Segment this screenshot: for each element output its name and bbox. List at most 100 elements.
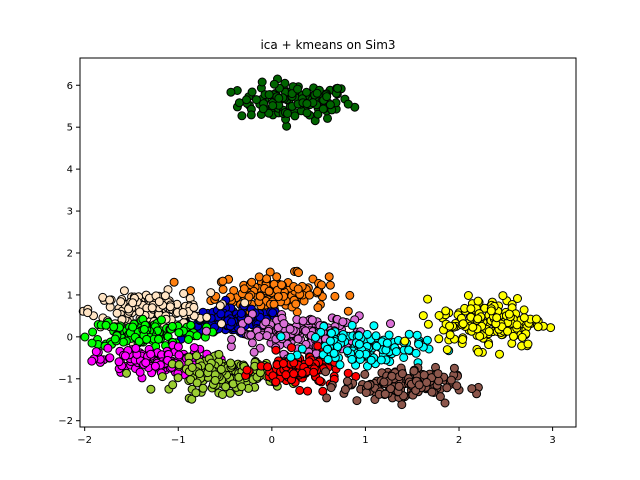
data-point: [323, 355, 333, 364]
data-point: [87, 338, 97, 348]
data-point: [519, 305, 529, 315]
data-point: [278, 359, 288, 368]
data-point: [218, 390, 227, 399]
data-point: [192, 331, 202, 341]
data-point: [195, 369, 204, 379]
data-point: [246, 110, 256, 120]
data-point: [311, 332, 320, 342]
data-point: [513, 294, 522, 303]
data-point: [173, 373, 183, 383]
data-point: [293, 284, 303, 294]
data-point: [135, 367, 145, 377]
data-point: [141, 358, 151, 368]
y-tick-label: 5: [67, 123, 73, 134]
data-point: [187, 363, 197, 372]
data-point: [473, 347, 483, 357]
data-point: [237, 382, 247, 392]
data-point: [347, 320, 357, 330]
data-point: [261, 317, 271, 327]
data-point: [404, 345, 414, 355]
data-point: [446, 375, 456, 385]
data-point: [236, 309, 246, 318]
data-point: [371, 331, 381, 341]
cluster-11: [400, 291, 556, 359]
data-point: [394, 381, 404, 391]
data-point: [442, 383, 452, 393]
data-point: [192, 378, 202, 388]
data-point: [254, 332, 264, 342]
data-point: [387, 371, 397, 381]
data-point: [504, 309, 514, 319]
data-point: [335, 360, 345, 370]
y-tick-label: 4: [67, 165, 73, 176]
data-point: [467, 384, 477, 394]
data-point: [325, 100, 335, 110]
data-point: [88, 327, 98, 337]
x-tick-label: 2: [456, 435, 462, 446]
data-point: [105, 353, 115, 363]
data-point: [324, 272, 334, 282]
data-point: [186, 320, 196, 330]
data-point: [281, 370, 291, 380]
data-point: [400, 336, 410, 346]
data-point: [257, 77, 267, 87]
data-point: [366, 355, 376, 365]
data-point: [286, 352, 296, 362]
data-point: [445, 321, 455, 331]
data-point: [80, 332, 90, 342]
data-point: [418, 311, 428, 321]
data-point: [362, 329, 372, 339]
data-point: [523, 339, 533, 349]
data-point: [154, 297, 164, 307]
data-point: [244, 292, 254, 302]
data-point: [218, 284, 228, 294]
data-point: [326, 328, 336, 338]
data-point: [105, 295, 115, 305]
data-point: [434, 334, 444, 344]
data-point: [122, 368, 131, 378]
data-point: [255, 343, 265, 353]
data-point: [343, 306, 353, 316]
data-point: [305, 290, 314, 300]
data-point: [297, 368, 307, 378]
data-point: [216, 364, 226, 374]
data-point: [214, 349, 224, 359]
data-point: [264, 286, 274, 296]
data-point: [546, 323, 556, 333]
data-point: [376, 355, 386, 365]
x-tick-label: 0: [269, 435, 275, 446]
data-point: [318, 386, 328, 396]
data-point: [290, 111, 300, 121]
y-tick-label: 3: [67, 207, 73, 218]
data-point: [293, 84, 303, 94]
data-point: [255, 291, 265, 301]
data-point: [519, 313, 529, 323]
data-point: [409, 366, 419, 376]
data-point: [355, 349, 364, 359]
data-point: [441, 306, 451, 316]
data-point: [251, 95, 261, 105]
data-point: [226, 358, 235, 368]
data-point: [468, 322, 478, 332]
data-point: [531, 314, 541, 324]
data-point: [318, 104, 328, 114]
data-point: [343, 99, 353, 109]
data-point: [492, 313, 502, 323]
data-point: [249, 347, 259, 357]
data-point: [495, 349, 504, 359]
data-point: [247, 87, 257, 97]
data-point: [201, 326, 211, 336]
data-point: [146, 384, 156, 394]
data-point: [414, 380, 424, 390]
data-point: [433, 369, 443, 379]
data-point: [354, 339, 364, 349]
data-point: [189, 302, 199, 312]
data-point: [277, 280, 287, 290]
data-point: [198, 383, 208, 393]
data-point: [279, 319, 289, 329]
data-point: [146, 349, 156, 359]
data-point: [302, 108, 312, 118]
cluster-10: [321, 362, 483, 410]
